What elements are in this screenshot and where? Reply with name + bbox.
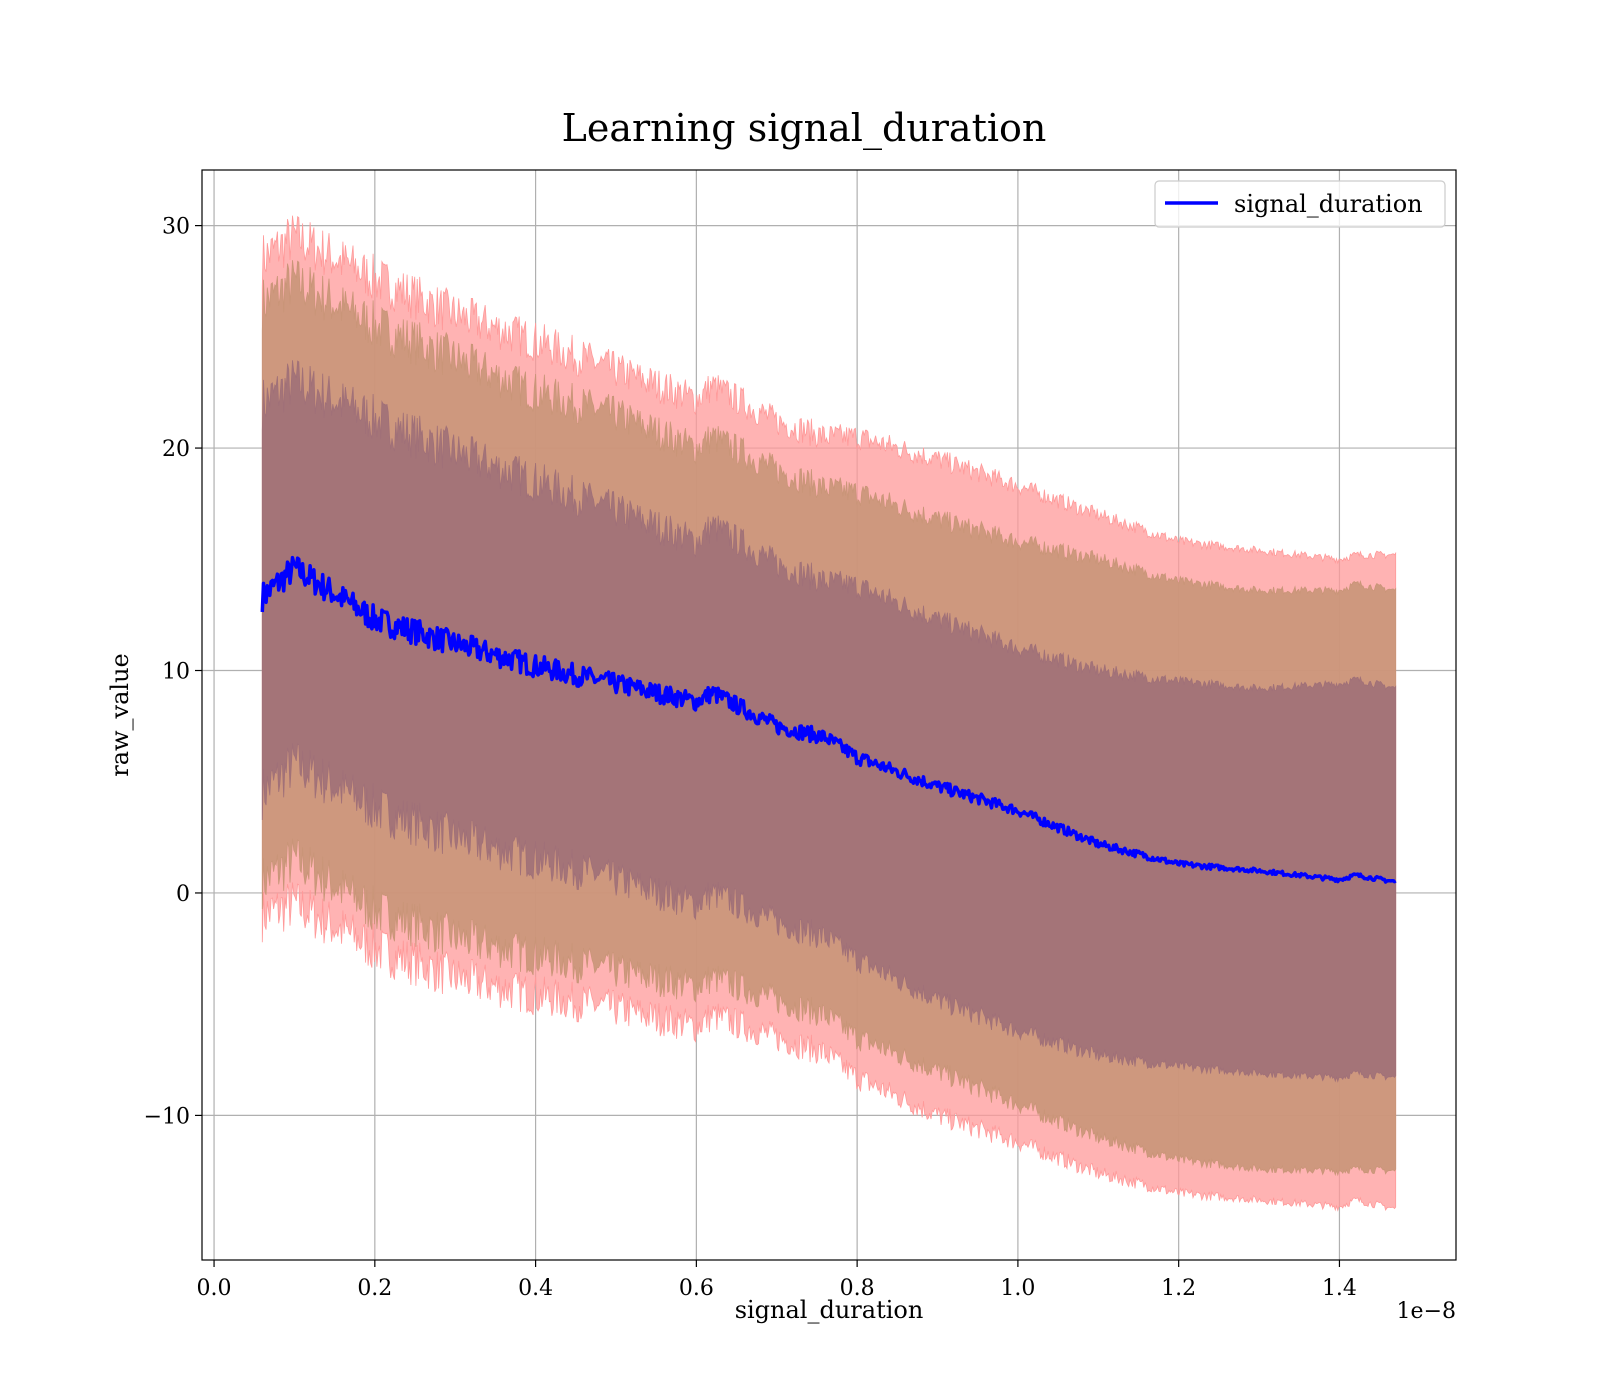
band-1-sigma: [261, 360, 1397, 1083]
legend-label: signal_duration: [1234, 190, 1423, 218]
chart-title: Learning signal_duration: [562, 106, 1047, 151]
y-tick-label: 20: [162, 437, 190, 462]
x-axis-offset-label: 1e−8: [1397, 1299, 1456, 1324]
x-axis-ticks: 0.0 0.2 0.4 0.6 0.8 1.0 1.2 1.4: [197, 1260, 1357, 1301]
x-tick-label: 1.2: [1161, 1276, 1196, 1301]
x-tick-label: 0.4: [518, 1276, 553, 1301]
x-tick-label: 1.0: [1000, 1276, 1035, 1301]
y-tick-label: 10: [162, 660, 190, 685]
y-axis-label: raw_value: [106, 653, 134, 777]
x-axis-label: signal_duration: [735, 1296, 924, 1324]
y-tick-label: 30: [162, 215, 190, 240]
x-tick-label: 0.8: [840, 1276, 875, 1301]
series-lines: [260, 555, 1397, 884]
y-tick-label: 0: [176, 882, 190, 907]
y-tick-label: −10: [144, 1104, 190, 1129]
x-tick-label: 1.4: [1322, 1276, 1357, 1301]
plot-frame: [201, 169, 1457, 1261]
x-tick-label: 0.2: [357, 1276, 392, 1301]
x-tick-label: 0.6: [679, 1276, 714, 1301]
y-axis-ticks: −10 0 10 20 30: [144, 215, 202, 1129]
confidence-bands: [261, 215, 1397, 1212]
series-line-signal-duration: [260, 555, 1397, 884]
legend-box: [1154, 180, 1446, 228]
legend: signal_duration: [1154, 180, 1446, 228]
x-tick-label: 0.0: [197, 1276, 232, 1301]
